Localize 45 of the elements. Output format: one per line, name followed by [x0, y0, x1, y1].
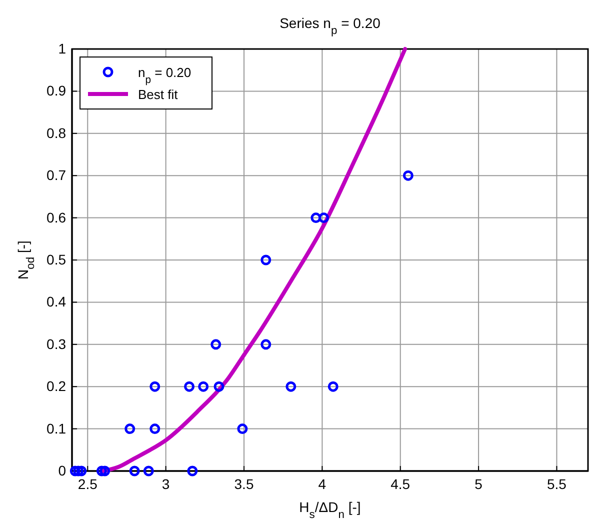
- point: [184, 381, 195, 392]
- chart-title: Series n$_{p}$ = 0.20: [280, 15, 381, 37]
- point: [187, 466, 198, 476]
- point: [402, 170, 414, 181]
- point: [328, 381, 338, 392]
- x-tick-label: 3: [162, 476, 170, 492]
- point: [124, 424, 136, 434]
- point: [310, 212, 322, 224]
- point: [150, 424, 160, 434]
- x-axis-title: H$_{s}$/ΔD$_{n}$ [-]: [299, 499, 361, 521]
- x-tick-label: 2.5: [78, 476, 98, 492]
- point: [237, 424, 248, 434]
- point: [318, 212, 329, 224]
- y-tick-label: 0: [58, 462, 66, 478]
- y-tick-label: 0.2: [46, 378, 66, 394]
- point: [260, 254, 272, 266]
- y-tick-label: 0.3: [46, 336, 66, 352]
- y-tick-label: 0.8: [46, 124, 66, 141]
- legend-label: Best fit: [138, 87, 178, 102]
- point: [96, 466, 107, 476]
- y-tick-label: 0.4: [46, 294, 66, 310]
- legend-label: n$_{p}$ = 0.20: [138, 65, 192, 86]
- y-tick-label: 0.9: [46, 82, 66, 99]
- point: [73, 466, 84, 476]
- point: [129, 466, 140, 476]
- y-tick-label: 0.1: [46, 420, 66, 436]
- x-tick-label: 4.5: [390, 476, 410, 492]
- y-tick-label: 0.6: [46, 209, 66, 226]
- y-tick-label: 1: [58, 40, 66, 56]
- x-tick-label: 5: [474, 476, 483, 492]
- x-tick-label: 5.5: [546, 476, 567, 492]
- point: [210, 339, 222, 350]
- point: [150, 381, 160, 392]
- point: [214, 381, 224, 392]
- point: [70, 466, 80, 476]
- y-tick-label: 0.5: [46, 251, 66, 268]
- point: [100, 466, 110, 476]
- y-tick-label: 0.7: [46, 167, 66, 184]
- point: [286, 381, 296, 392]
- point: [260, 339, 272, 350]
- x-tick-label: 3.5: [234, 476, 254, 492]
- point: [143, 466, 154, 476]
- point: [76, 466, 87, 476]
- x-tick-label: 4: [318, 476, 326, 492]
- point: [198, 381, 209, 392]
